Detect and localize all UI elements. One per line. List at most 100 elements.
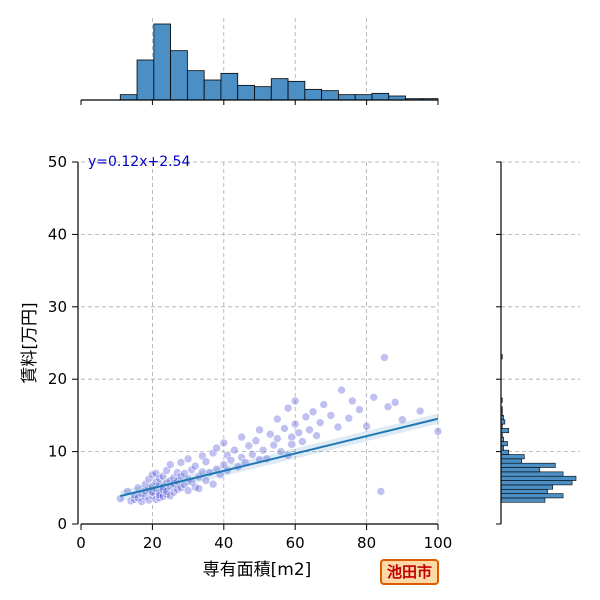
regression-equation: y=0.12x+2.54 — [88, 154, 190, 170]
scatter-point — [151, 477, 161, 487]
scatter-point — [237, 432, 246, 442]
scatter-point — [337, 385, 346, 395]
scatter-point — [287, 440, 296, 449]
scatter-point — [294, 428, 304, 438]
right-histogram-bar — [500, 428, 510, 434]
right-histogram-bar — [500, 449, 510, 455]
right-histogram-bar — [500, 493, 564, 499]
y-tick-label: 20 — [48, 370, 67, 388]
scatter-point — [301, 412, 311, 422]
scatter-point — [251, 436, 261, 446]
top-histogram-bar — [237, 84, 255, 101]
scatter-point — [290, 396, 300, 406]
x-axis-title: 専有面積[m2] — [203, 560, 312, 580]
right-histogram-bar — [500, 454, 525, 460]
right-histogram-bar — [500, 480, 573, 486]
scatter-point — [212, 443, 221, 453]
scatter-point — [208, 479, 218, 489]
scatter-point — [201, 476, 211, 485]
top-histogram-bar — [337, 94, 356, 101]
x-tick-label: 40 — [214, 534, 233, 552]
right-histogram-bar — [500, 488, 548, 494]
scatter-grid — [81, 161, 439, 524]
scatter-point — [312, 431, 321, 440]
top-histogram-bar — [321, 90, 339, 101]
scatter-point — [176, 458, 186, 467]
scatter-point — [137, 497, 146, 506]
scatter-point — [173, 468, 182, 477]
right-histogram-ticks — [496, 161, 501, 525]
scatter-point — [165, 460, 175, 469]
city-badge: 池田市 — [380, 559, 440, 585]
y-tick-label: 0 — [57, 515, 67, 533]
scatter-point — [165, 491, 175, 501]
right-histogram — [500, 354, 577, 503]
scatter-point — [144, 495, 154, 505]
right-histogram-bar — [500, 458, 522, 464]
scatter-point — [190, 461, 200, 471]
scatter-point — [255, 425, 264, 435]
y-axis-ticks: 0 10 20 30 40 50 — [48, 153, 78, 533]
scatter-point — [315, 418, 325, 427]
scatter-point — [258, 445, 268, 455]
scatter-point — [244, 441, 254, 451]
scatter-point — [187, 465, 196, 475]
x-tick-label: 20 — [143, 534, 162, 552]
scatter-point — [169, 487, 179, 497]
scatter-point — [201, 457, 211, 467]
scatter-point — [380, 353, 389, 362]
scatter-point — [219, 438, 229, 448]
scatter-point — [269, 440, 279, 450]
top-histogram-bar — [254, 86, 272, 101]
right-histogram-bar — [500, 467, 541, 473]
scatter-point — [140, 479, 150, 489]
scatter-point — [290, 419, 300, 429]
scatter-point — [383, 402, 393, 412]
scatter-point — [287, 432, 296, 442]
scatter-point — [344, 413, 354, 423]
y-tick-label: 10 — [48, 443, 67, 461]
scatter-point — [248, 450, 257, 459]
scatter-point — [273, 434, 282, 443]
scatter-point — [348, 396, 357, 406]
top-histogram-bar — [287, 80, 306, 101]
scatter-point — [415, 406, 425, 416]
right-histogram-bar — [500, 497, 546, 503]
x-tick-label: 60 — [286, 534, 305, 552]
scatter-point — [369, 392, 379, 402]
top-histogram-bar — [186, 70, 205, 101]
top-histogram-bar — [119, 94, 138, 101]
top-histogram — [119, 23, 439, 101]
scatter-point — [223, 450, 232, 460]
right-histogram-bar — [500, 462, 556, 468]
scatter-point — [133, 493, 143, 503]
top-histogram-bar — [136, 59, 155, 101]
scatter-point — [326, 411, 336, 420]
y-tick-label: 50 — [48, 153, 67, 171]
scatter-point — [280, 424, 289, 433]
scatter-point — [390, 398, 400, 407]
y-axis-title: 賃料[万円] — [20, 302, 40, 383]
scatter-point — [226, 455, 236, 465]
scatter-point — [265, 429, 275, 439]
scatter-point — [376, 487, 386, 496]
scatter-point — [237, 453, 246, 462]
right-histogram-bar — [500, 484, 554, 490]
top-histogram-bar — [371, 92, 390, 101]
top-histogram-ticks — [80, 100, 439, 105]
scatter-point — [305, 425, 314, 435]
scatter-point — [183, 454, 193, 464]
scatter-point — [162, 487, 171, 496]
scatter-point — [308, 407, 318, 417]
scatter-point — [115, 494, 125, 503]
x-tick-label: 0 — [76, 534, 86, 552]
x-axis-ticks: 0 20 40 60 80 100 — [76, 524, 452, 552]
top-histogram-bar — [170, 50, 188, 101]
top-histogram-bar — [354, 94, 373, 101]
x-tick-label: 100 — [424, 534, 453, 552]
y-tick-label: 30 — [48, 298, 67, 316]
right-histogram-bar — [500, 441, 508, 447]
y-tick-label: 40 — [48, 225, 67, 243]
x-tick-label: 80 — [357, 534, 376, 552]
